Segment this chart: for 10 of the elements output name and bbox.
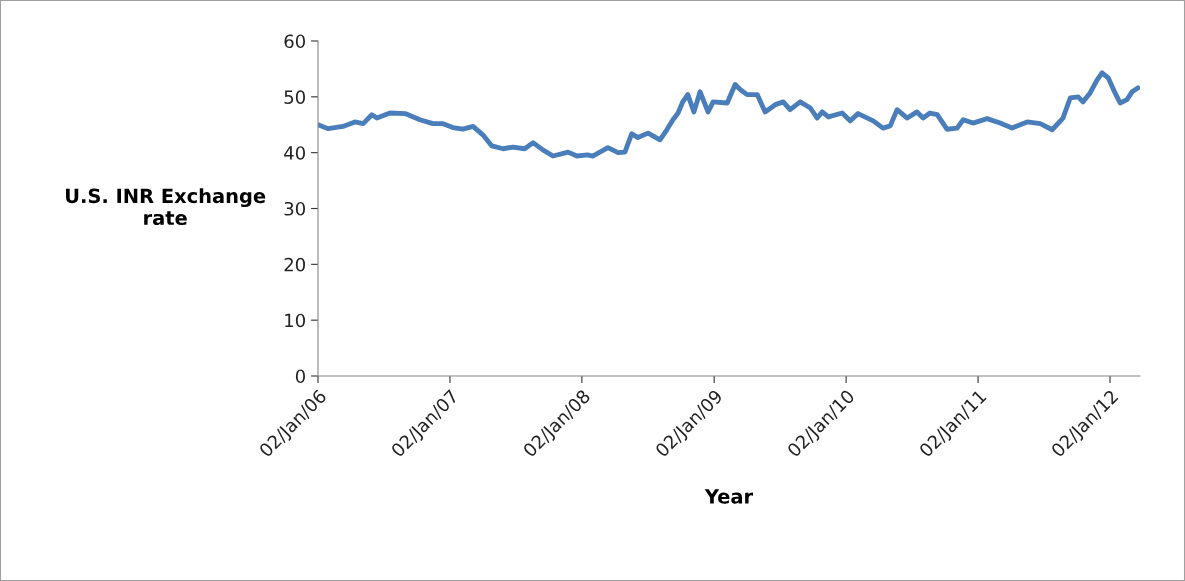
y-tick-label: 60 xyxy=(284,34,305,49)
line-series xyxy=(318,70,1140,159)
y-tick-label: 20 xyxy=(284,257,305,272)
y-tick-label: 40 xyxy=(284,146,305,160)
y-tick-label: 50 xyxy=(284,90,305,104)
y-tick-label: 30 xyxy=(284,201,305,216)
y-tick-label: 0 xyxy=(295,369,305,384)
y-axis-title: U.S. INR Exchange rate xyxy=(66,188,266,226)
x-axis-title: Year xyxy=(704,489,754,504)
y-tick-label: 10 xyxy=(285,313,305,328)
